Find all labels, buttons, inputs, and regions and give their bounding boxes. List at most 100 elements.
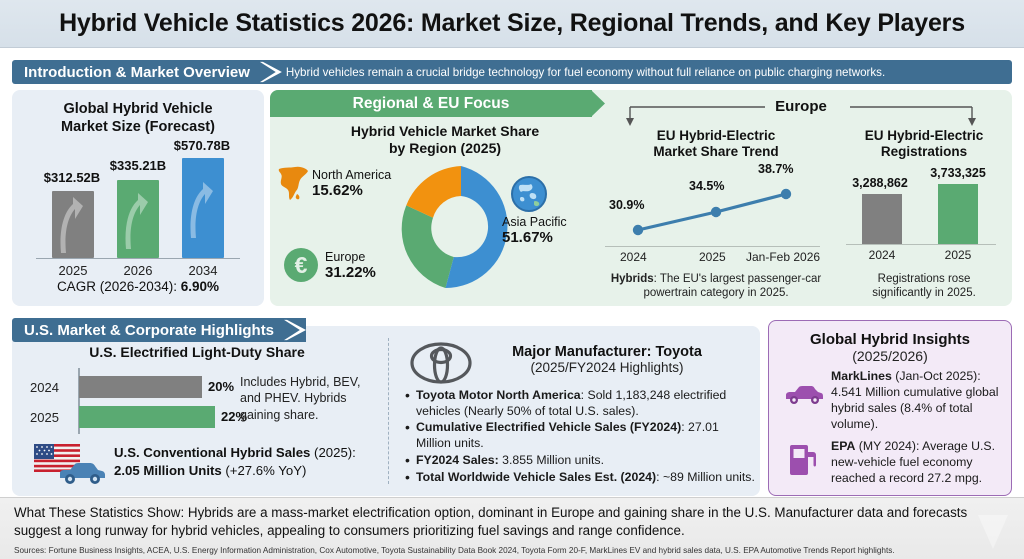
eu-trend-axis-line xyxy=(605,246,820,248)
us-market-banner-tag: U.S. Market & Corporate Highlights xyxy=(12,318,285,342)
toyota-heading: Major Manufacturer: Toyota (2025/FY2024 … xyxy=(478,344,736,375)
bar-2034 xyxy=(182,158,224,258)
panel-market-size: Global Hybrid Vehicle Market Size (Forec… xyxy=(12,90,264,306)
us-share-bar-2024 xyxy=(79,376,202,398)
bar-label-2025: 2025 xyxy=(58,263,88,278)
cagr-value: 6.90% xyxy=(180,279,220,294)
eu-trend-value-2025: 34.5% xyxy=(689,179,725,193)
legend-value-asia-pacific: 51.67% xyxy=(502,229,553,247)
us-share-value-2025: 22% xyxy=(221,409,248,424)
watermark-icon xyxy=(978,515,1008,549)
car-icon xyxy=(786,386,823,404)
us-share-axis-line xyxy=(78,368,80,434)
bar-label-2034: 2034 xyxy=(188,263,218,278)
legend-name-asia-pacific: Asia Pacific xyxy=(502,215,567,229)
north-america-map-icon xyxy=(278,166,308,200)
insight-epa: EPA (MY 2024): Average U.S. new-vehicle … xyxy=(831,439,1003,487)
eu-reg-bar-2024 xyxy=(862,194,902,244)
panel-us-market: U.S. Electrified Light-Duty Share 2024 2… xyxy=(12,326,760,496)
list-item: Cumulative Electrified Vehicle Sales (FY… xyxy=(404,419,756,451)
eu-trend-line-chart: 30.9% 34.5% 38.7% 2024 2025 Jan-Feb 2026 xyxy=(605,162,827,264)
list-item: FY2024 Sales: 3.855 Million units. xyxy=(404,452,756,470)
eu-trend-note: Hybrids: The EU's largest passenger-car … xyxy=(592,272,840,301)
car-icon xyxy=(60,463,105,484)
donut-slice-north-america xyxy=(406,166,461,218)
eu-reg-note-line2: significantly in 2025. xyxy=(872,287,976,300)
us-share-bar-chart: 2024 20% 2025 22% xyxy=(28,368,376,438)
us-share-label-2024: 2024 xyxy=(30,380,59,395)
eu-trend-xlabel-2026: Jan-Feb 2026 xyxy=(746,250,821,264)
panel-regional-eu-focus: Regional & EU Focus Hybrid Vehicle Marke… xyxy=(270,90,1012,306)
bullet-text: 3.855 Million units. xyxy=(498,452,604,467)
bullet-text: : ~89 Million units. xyxy=(656,469,755,484)
section-banner-us-market: U.S. Market & Corporate Highlights xyxy=(12,318,334,342)
europe-bracket-label: Europe xyxy=(775,98,827,115)
euro-currency-icon: € xyxy=(284,248,318,282)
chevron-right-icon xyxy=(259,60,282,84)
up-arrow-icon xyxy=(125,193,148,249)
eu-trend-value-2026: 38.7% xyxy=(758,162,794,176)
market-size-title-line2: Market Size (Forecast) xyxy=(61,119,215,136)
footer-bar: What These Statistics Show: Hybrids are … xyxy=(0,497,1024,559)
cagr-annotation: CAGR (2026-2034): 6.90% xyxy=(12,279,264,294)
us-share-title: U.S. Electrified Light-Duty Share xyxy=(89,344,305,360)
bar-2025 xyxy=(52,191,94,258)
data-point-2026 xyxy=(780,188,792,200)
bullet-text: : 27.01 Million units. xyxy=(416,420,719,451)
donut-title-line1: Hybrid Vehicle Market Share xyxy=(350,123,540,139)
data-point-2025 xyxy=(710,206,722,218)
globe-icon xyxy=(511,176,547,212)
toyota-highlights-list: Toyota Motor North America: Sold 1,183,2… xyxy=(404,387,756,486)
eu-reg-title-line1: EU Hybrid-Electric xyxy=(864,128,984,143)
bar-value-2026: $335.21B xyxy=(109,158,167,173)
eu-reg-note-line1: Registrations rose xyxy=(877,273,971,285)
europe-bracket xyxy=(626,106,976,126)
section-banner-text: Hybrid vehicles remain a crucial bridge … xyxy=(281,60,1012,84)
eu-trend-title-line2: Market Share Trend xyxy=(653,144,779,160)
eu-reg-value-2025: 3,733,325 xyxy=(930,166,986,180)
us-hybrid-sales-text: U.S. Conventional Hybrid Sales (2025): 2… xyxy=(114,444,374,480)
eu-trend-note-rest: : The EU's largest passenger-car powertr… xyxy=(643,273,822,300)
insights-title-line2: (2025/2026) xyxy=(852,348,928,364)
page-title: Hybrid Vehicle Statistics 2026: Market S… xyxy=(59,9,965,37)
legend-name-north-america: North America xyxy=(312,168,392,182)
eu-reg-label-2024: 2024 xyxy=(868,248,896,262)
chevron-right-icon xyxy=(284,318,307,342)
fuel-pump-icon xyxy=(790,445,816,475)
eu-reg-bar-2025 xyxy=(938,184,978,244)
toyota-heading-line2: (2025/FY2024 Highlights) xyxy=(530,360,684,375)
us-share-value-2024: 20% xyxy=(208,379,235,394)
insight-marklines: MarkLines (Jan-Oct 2025): 4.541 Million … xyxy=(831,369,1003,433)
donut-slice-asia-pacific xyxy=(445,166,508,289)
up-arrow-icon xyxy=(60,197,83,253)
us-hybrid-sales-rest-1: (2025): xyxy=(310,445,356,460)
panel-global-insights: Global Hybrid Insights (2025/2026) MarkL… xyxy=(768,320,1012,496)
insight-source-name: EPA xyxy=(831,439,856,453)
legend-value-europe: 31.22% xyxy=(325,264,376,282)
section-divider xyxy=(388,338,389,484)
eu-trend-title-line1: EU Hybrid-Electric xyxy=(656,128,776,143)
us-share-bar-2025 xyxy=(79,406,215,428)
eu-reg-title-line2: Registrations xyxy=(880,144,968,160)
eu-reg-title: EU Hybrid-Electric Registrations xyxy=(840,128,1008,160)
market-size-title: Global Hybrid Vehicle Market Size (Forec… xyxy=(12,100,264,136)
bullet-bold: Total Worldwide Vehicle Sales Est. (2024… xyxy=(416,469,657,484)
section-banner-tag: Introduction & Market Overview xyxy=(12,60,260,84)
regional-focus-tag: Regional & EU Focus xyxy=(270,90,592,117)
market-size-bar-chart: $312.52B 2025 $335.21B 2026 $570.78B xyxy=(30,138,246,280)
donut-slice-europe xyxy=(401,205,454,289)
us-hybrid-sales-bold-2: 2.05 Million Units xyxy=(114,462,222,478)
insight-text: (Jan-Oct 2025): 4.541 Million cumulative… xyxy=(831,369,999,431)
market-size-title-line1: Global Hybrid Vehicle xyxy=(63,101,213,117)
eu-reg-note: Registrations rose significantly in 2025… xyxy=(840,272,1008,301)
bar-2026 xyxy=(117,180,159,258)
eu-trend-note-bold: Hybrids xyxy=(610,273,654,285)
eu-trend-xlabel-2024: 2024 xyxy=(620,250,647,264)
chart-axis-line xyxy=(36,257,240,259)
up-arrow-icon xyxy=(190,182,213,238)
eu-trend-svg xyxy=(632,188,792,236)
donut-legend-north-america: North America 15.62% xyxy=(312,168,422,200)
insights-title-line1: Global Hybrid Insights xyxy=(809,331,970,348)
eu-trend-xlabel-2025: 2025 xyxy=(699,250,726,264)
toyota-logo-icon xyxy=(410,342,472,384)
